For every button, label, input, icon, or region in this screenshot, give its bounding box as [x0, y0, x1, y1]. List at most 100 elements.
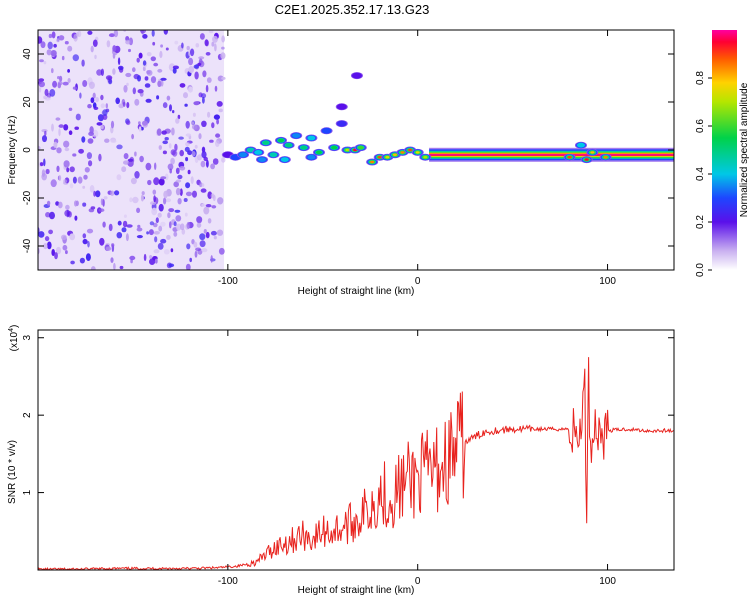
noise-speckle — [175, 187, 181, 196]
noise-speckle — [136, 227, 143, 232]
noise-speckle — [140, 194, 144, 202]
noise-speckle — [116, 144, 123, 150]
noise-speckle — [215, 140, 220, 148]
noise-speckle — [49, 89, 56, 97]
noise-speckle — [126, 82, 129, 87]
noise-speckle — [90, 97, 95, 104]
noise-speckle — [62, 81, 69, 86]
noise-speckle — [122, 220, 128, 228]
noise-speckle — [113, 30, 119, 38]
noise-speckle — [184, 103, 188, 107]
noise-speckle — [157, 80, 162, 88]
noise-speckle — [121, 227, 127, 233]
noise-speckle — [187, 150, 193, 156]
noise-speckle — [179, 188, 183, 196]
noise-speckle — [103, 196, 108, 200]
noise-speckle — [58, 174, 62, 182]
noise-speckle — [150, 56, 156, 62]
noise-speckle — [82, 185, 86, 189]
noise-speckle — [66, 167, 70, 173]
y-tick-label: -40 — [22, 238, 33, 253]
noise-speckle — [50, 50, 57, 57]
noise-speckle — [127, 158, 134, 162]
noise-speckle — [168, 263, 175, 268]
noise-speckle — [201, 248, 208, 253]
noise-speckle — [108, 79, 113, 85]
noise-speckle — [43, 95, 48, 100]
noise-speckle — [136, 57, 140, 63]
signal-dot — [354, 144, 367, 152]
noise-speckle — [98, 208, 105, 212]
noise-speckle — [55, 246, 62, 255]
noise-speckle — [141, 120, 148, 126]
noise-speckle — [76, 32, 79, 37]
noise-speckle — [142, 60, 147, 66]
noise-speckle — [92, 129, 99, 138]
noise-speckle — [173, 181, 179, 188]
noise-speckle — [193, 64, 199, 69]
noise-speckle — [65, 204, 70, 210]
noise-speckle — [72, 54, 80, 62]
noise-speckle — [105, 103, 109, 109]
noise-speckle — [113, 262, 116, 270]
noise-speckle — [141, 30, 144, 35]
noise-speckle — [191, 124, 198, 130]
noise-speckle — [112, 45, 117, 52]
noise-speckle — [110, 257, 114, 263]
noise-speckle — [88, 81, 95, 90]
noise-speckle — [123, 153, 129, 160]
signal-dot — [267, 151, 280, 159]
signal-dot — [305, 134, 318, 142]
noise-speckle — [134, 98, 140, 106]
noise-speckle — [157, 212, 162, 218]
noise-speckle — [153, 62, 159, 67]
noise-speckle — [90, 266, 96, 270]
noise-speckle — [40, 41, 46, 49]
noise-speckle — [215, 133, 221, 138]
noise-speckle — [93, 106, 99, 111]
noise-speckle — [159, 50, 163, 59]
noise-speckle — [77, 176, 83, 184]
noise-speckle — [214, 43, 217, 52]
noise-speckle — [167, 212, 171, 219]
noise-speckle — [95, 97, 99, 103]
noise-speckle — [199, 33, 205, 40]
noise-speckle — [175, 167, 180, 174]
noise-speckle — [110, 139, 117, 144]
signal-dot — [419, 153, 432, 161]
y-tick-label: -20 — [22, 190, 33, 205]
noise-speckle — [179, 166, 186, 171]
noise-speckle — [174, 209, 181, 213]
noise-speckle — [108, 223, 113, 232]
noise-speckle — [198, 56, 205, 60]
noise-speckle — [160, 238, 167, 244]
noise-speckle — [44, 130, 47, 136]
noise-speckle — [152, 41, 156, 46]
noise-speckle — [169, 104, 172, 112]
noise-speckle — [90, 206, 96, 210]
noise-speckle — [44, 236, 50, 242]
noise-speckle — [206, 77, 212, 83]
noise-speckle — [63, 160, 70, 168]
noise-speckle — [139, 155, 144, 163]
noise-speckle — [130, 177, 137, 185]
colorbar: 0.0 0.2 0.4 0.6 0.8 Normalized spectral ampl… — [695, 30, 750, 277]
snr-y-label: SNR (10 * v/v) — [7, 440, 18, 504]
noise-speckle — [183, 92, 188, 99]
noise-speckle — [198, 133, 202, 140]
noise-speckle — [174, 143, 178, 152]
noise-speckle — [86, 152, 92, 160]
noise-speckle — [130, 259, 133, 264]
noise-speckle — [212, 158, 219, 165]
signal-dot — [297, 144, 310, 152]
noise-speckle — [82, 202, 87, 207]
noise-speckle — [174, 40, 179, 45]
noise-speckle — [42, 135, 47, 143]
noise-speckle — [102, 221, 106, 228]
noise-speckle — [56, 165, 60, 172]
noise-speckle — [185, 182, 191, 189]
noise-speckle — [186, 45, 190, 51]
noise-speckle — [87, 104, 92, 109]
noise-speckle — [210, 163, 216, 170]
noise-speckle — [114, 190, 120, 196]
